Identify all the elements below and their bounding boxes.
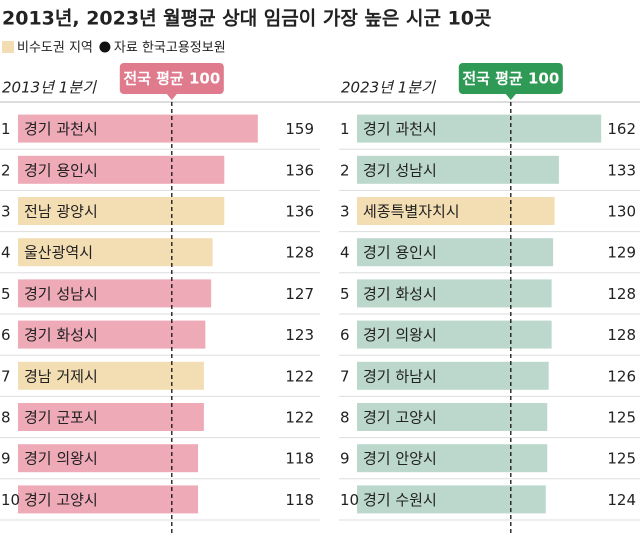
value-label: 125 xyxy=(607,450,636,468)
legend-swatch xyxy=(2,41,14,53)
bar xyxy=(357,444,548,473)
category-label: 경기 화성시 xyxy=(24,326,98,344)
bar xyxy=(18,114,258,143)
bar xyxy=(357,361,549,390)
reference-pointer xyxy=(505,94,516,100)
value-label: 162 xyxy=(607,120,636,138)
bar xyxy=(357,403,548,431)
value-label: 136 xyxy=(285,203,314,221)
rank: 4 xyxy=(1,244,11,262)
rank: 2 xyxy=(1,161,11,179)
category-label: 경기 고양시 xyxy=(24,491,98,509)
rank: 5 xyxy=(1,285,11,303)
rank: 10 xyxy=(1,491,20,509)
bar xyxy=(357,485,546,514)
bar xyxy=(18,197,225,225)
rank: 5 xyxy=(340,285,350,303)
category-label: 경기 안양시 xyxy=(363,450,437,468)
value-label: 123 xyxy=(285,326,314,344)
category-label: 경기 의왕시 xyxy=(24,450,98,468)
category-label: 경기 용인시 xyxy=(24,161,98,179)
rank: 10 xyxy=(340,491,359,509)
legend-marker xyxy=(99,41,111,53)
category-label: 경기 고양시 xyxy=(363,409,437,427)
value-label: 129 xyxy=(607,244,636,262)
category-label: 경기 의왕시 xyxy=(363,326,437,344)
reference-badge xyxy=(119,63,224,94)
category-label: 경기 과천시 xyxy=(363,120,437,138)
category-label: 경기 과천시 xyxy=(24,120,98,138)
bar xyxy=(357,197,555,225)
bar xyxy=(18,238,213,267)
value-label: 130 xyxy=(607,203,636,221)
rank: 6 xyxy=(1,326,11,344)
bar xyxy=(357,114,602,143)
value-label: 118 xyxy=(285,450,314,468)
bar xyxy=(18,361,204,390)
rank: 8 xyxy=(1,409,11,427)
bar xyxy=(357,238,554,267)
rank: 7 xyxy=(1,367,11,385)
value-label: 136 xyxy=(285,161,314,179)
value-label: 122 xyxy=(285,409,314,427)
rank: 9 xyxy=(340,450,350,468)
rank: 1 xyxy=(340,120,350,138)
value-label: 127 xyxy=(285,285,314,303)
bar xyxy=(18,485,199,514)
legend-label: 비수도권 지역 xyxy=(17,41,93,56)
value-label: 124 xyxy=(607,491,636,509)
value-label: 128 xyxy=(607,285,636,303)
panel-subtitle: 2023년 1분기 xyxy=(341,79,436,97)
reference-label: 전국 평균 100 xyxy=(462,70,559,88)
bar xyxy=(18,279,212,308)
bar xyxy=(357,155,559,184)
category-label: 경기 용인시 xyxy=(363,244,437,262)
category-label: 경기 성남시 xyxy=(363,161,437,179)
category-label: 경기 수원시 xyxy=(363,491,437,509)
rank: 9 xyxy=(1,450,11,468)
bar xyxy=(357,279,552,308)
panel-subtitle: 2013년 1분기 xyxy=(2,79,97,97)
category-label: 경기 성남시 xyxy=(24,285,98,303)
reference-badge xyxy=(458,63,563,94)
value-label: 159 xyxy=(285,120,314,138)
bar xyxy=(18,155,225,184)
bar xyxy=(357,320,552,349)
category-label: 전남 광양시 xyxy=(24,203,98,221)
bar xyxy=(18,444,199,473)
rank: 6 xyxy=(340,326,350,344)
value-label: 133 xyxy=(607,161,636,179)
rank: 3 xyxy=(340,203,350,221)
bar xyxy=(18,320,206,349)
category-label: 경기 하남시 xyxy=(363,367,437,385)
value-label: 128 xyxy=(285,244,314,262)
rank: 2 xyxy=(340,161,350,179)
rank: 3 xyxy=(1,203,11,221)
category-label: 세종특별자치시 xyxy=(363,203,460,221)
reference-pointer xyxy=(166,94,177,100)
legend-label: 자료 한국고용정보원 xyxy=(114,41,226,56)
rank: 1 xyxy=(1,120,11,138)
chart-title: 2013년, 2023년 월평균 상대 임금이 가장 높은 시군 10곳 xyxy=(2,8,492,30)
value-label: 125 xyxy=(607,409,636,427)
value-label: 122 xyxy=(285,367,314,385)
value-label: 118 xyxy=(285,491,314,509)
value-label: 126 xyxy=(607,367,636,385)
category-label: 경남 거제시 xyxy=(24,367,98,385)
value-label: 128 xyxy=(607,326,636,344)
rank: 8 xyxy=(340,409,350,427)
rank: 7 xyxy=(340,367,350,385)
category-label: 경기 군포시 xyxy=(24,409,98,427)
rank: 4 xyxy=(340,244,350,262)
category-label: 울산광역시 xyxy=(24,244,93,262)
reference-label: 전국 평균 100 xyxy=(123,70,220,88)
category-label: 경기 화성시 xyxy=(363,285,437,303)
bar xyxy=(18,403,204,431)
